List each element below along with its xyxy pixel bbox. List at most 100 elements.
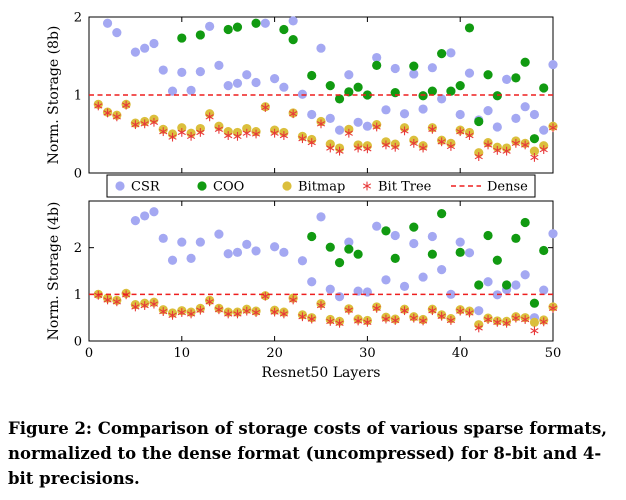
bittree-point bbox=[521, 140, 530, 150]
series-coo bbox=[177, 18, 549, 144]
coo-point bbox=[455, 81, 465, 91]
y-tick-label: 1 bbox=[74, 89, 82, 104]
coo-point bbox=[520, 57, 530, 67]
bittree-point-stroke bbox=[289, 297, 298, 303]
bittree-point bbox=[149, 299, 159, 309]
bittree-point-stroke bbox=[539, 146, 548, 153]
csr-point bbox=[344, 70, 354, 80]
csr-point bbox=[437, 94, 447, 104]
csr-point bbox=[288, 16, 298, 26]
bittree-point-stroke bbox=[289, 111, 298, 117]
bittree-point bbox=[186, 131, 196, 141]
coo-point bbox=[520, 217, 530, 228]
bittree-point-stroke bbox=[233, 133, 242, 140]
bittree-point bbox=[131, 302, 140, 312]
bittree-point bbox=[122, 100, 131, 110]
bittree-point bbox=[418, 316, 428, 326]
x-tick-label: 50 bbox=[545, 346, 562, 361]
bittree-point-stroke bbox=[428, 307, 437, 314]
bittree-point-stroke bbox=[502, 320, 511, 326]
csr-point bbox=[427, 231, 437, 242]
bittree-point-stroke bbox=[502, 148, 511, 154]
legend-label: Bitmap bbox=[298, 180, 345, 195]
csr-point bbox=[195, 67, 205, 77]
bittree-point-stroke bbox=[168, 312, 177, 319]
csr-point bbox=[511, 280, 521, 290]
bittree-point bbox=[363, 317, 372, 327]
bittree-point bbox=[381, 314, 391, 324]
legend-marker-stroke bbox=[362, 183, 372, 189]
figure-caption: Figure 2: Comparison of storage costs of… bbox=[8, 419, 607, 488]
bittree-point-stroke bbox=[177, 129, 186, 136]
bittree-point-stroke bbox=[307, 316, 316, 322]
csr-point bbox=[251, 77, 261, 88]
coo-point bbox=[353, 82, 363, 92]
x-tick-label: 20 bbox=[266, 346, 283, 361]
bittree-point-stroke bbox=[548, 125, 558, 131]
coo-point bbox=[381, 226, 391, 236]
series-coo bbox=[307, 209, 549, 308]
coo-point bbox=[279, 24, 289, 35]
csr-point bbox=[520, 270, 530, 280]
csr-point bbox=[223, 81, 233, 91]
bittree-point bbox=[307, 314, 316, 324]
csr-point bbox=[140, 43, 150, 53]
bittree-point bbox=[205, 112, 214, 122]
bittree-point-stroke bbox=[483, 316, 493, 323]
bittree-point bbox=[539, 145, 548, 154]
bittree-point bbox=[493, 145, 502, 155]
bittree-point-stroke bbox=[539, 319, 548, 325]
coo-point bbox=[288, 35, 298, 45]
csr-point bbox=[297, 89, 308, 99]
bittree-point bbox=[279, 309, 288, 319]
legend-marker bbox=[197, 181, 207, 191]
bittree-point bbox=[298, 134, 307, 144]
csr-point bbox=[399, 281, 410, 291]
bittree-point bbox=[483, 140, 493, 150]
legend-marker bbox=[282, 181, 292, 191]
bittree-point-stroke bbox=[326, 318, 335, 325]
series-bittree bbox=[94, 290, 558, 336]
coo-point bbox=[307, 70, 317, 81]
csr-point bbox=[214, 60, 224, 70]
coo-point bbox=[325, 242, 335, 252]
csr-point bbox=[325, 113, 335, 123]
csr-point bbox=[381, 275, 391, 285]
bittree-point bbox=[112, 297, 121, 307]
bittree-point bbox=[456, 127, 465, 137]
bittree-point-stroke bbox=[530, 328, 539, 334]
bittree-point-stroke bbox=[316, 302, 326, 309]
bittree-point bbox=[168, 132, 177, 142]
coo-point bbox=[427, 86, 437, 96]
bitmap-point bbox=[177, 123, 187, 133]
bittree-point-stroke bbox=[465, 310, 474, 316]
csr-point bbox=[186, 253, 196, 263]
x-tick-label: 10 bbox=[174, 346, 191, 361]
coo-point bbox=[539, 245, 549, 256]
csr-point bbox=[167, 86, 178, 96]
bittree-point bbox=[326, 317, 335, 326]
bittree-point-stroke bbox=[279, 311, 288, 317]
bittree-point-stroke bbox=[186, 311, 196, 317]
coo-point bbox=[446, 86, 456, 96]
coo-point bbox=[492, 91, 502, 101]
csr-point bbox=[399, 109, 410, 119]
csr-point bbox=[455, 237, 465, 247]
legend-entry-bittree: Bit Tree bbox=[362, 180, 432, 195]
bittree-point bbox=[335, 146, 344, 156]
bittree-point-stroke bbox=[344, 130, 353, 136]
csr-point bbox=[334, 292, 345, 302]
bittree-point bbox=[474, 323, 483, 333]
csr-point bbox=[502, 74, 512, 84]
bittree-point-stroke bbox=[168, 134, 177, 140]
coo-point bbox=[427, 249, 437, 259]
coo-point bbox=[334, 94, 345, 104]
csr-point bbox=[409, 69, 419, 79]
bittree-point bbox=[242, 306, 251, 316]
bittree-point-stroke bbox=[316, 121, 326, 127]
bittree-point bbox=[270, 307, 279, 317]
bittree-point-stroke bbox=[261, 104, 270, 111]
bittree-point bbox=[335, 318, 344, 328]
bittree-point bbox=[159, 307, 168, 316]
bittree-point-stroke bbox=[122, 102, 131, 108]
